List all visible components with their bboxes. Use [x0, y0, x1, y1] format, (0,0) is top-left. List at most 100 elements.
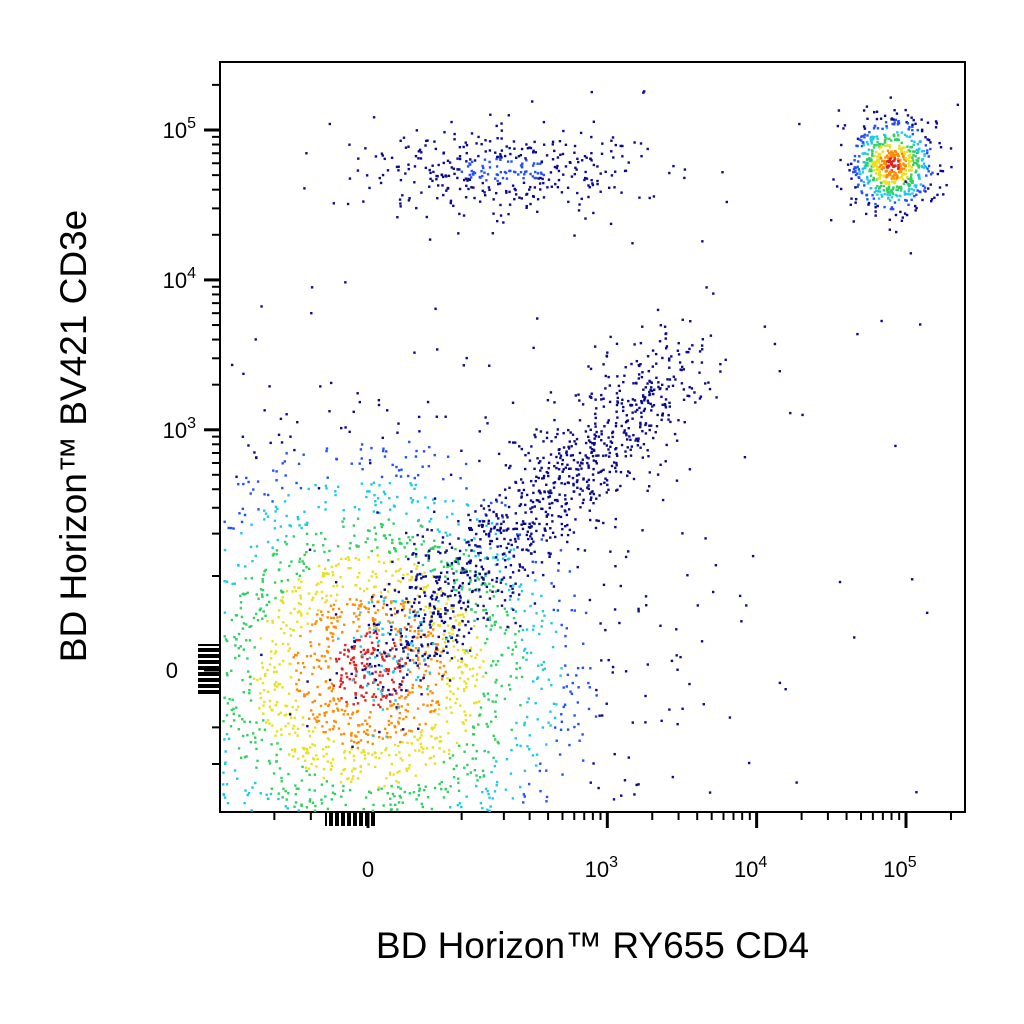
- event-dot: [260, 653, 263, 657]
- event-dot: [440, 594, 443, 597]
- event-dot: [458, 676, 462, 680]
- event-dot: [311, 623, 314, 626]
- event-dot: [519, 624, 522, 628]
- event-dot: [389, 649, 392, 652]
- event-dot: [231, 582, 234, 586]
- event-dot: [486, 572, 489, 575]
- event-dot: [454, 593, 457, 597]
- event-dot: [369, 791, 373, 795]
- event-dot: [446, 624, 450, 627]
- event-dot: [271, 546, 274, 549]
- event-dot: [289, 612, 293, 615]
- event-dot: [232, 707, 235, 711]
- event-dot: [355, 670, 358, 673]
- event-dot: [482, 692, 485, 695]
- event-dot: [886, 149, 890, 152]
- event-dot: [376, 608, 380, 612]
- event-dot: [446, 790, 450, 794]
- event-dot: [314, 532, 318, 536]
- event-dot: [307, 592, 311, 595]
- event-dot: [600, 430, 603, 433]
- event-dot: [467, 187, 470, 191]
- event-dot: [587, 707, 591, 711]
- event-dot: [258, 728, 261, 731]
- event-dot: [396, 611, 399, 614]
- event-dot: [494, 556, 498, 559]
- event-dot: [452, 585, 455, 589]
- event-dot: [430, 615, 433, 618]
- event-dot: [490, 501, 493, 505]
- event-dot: [337, 727, 341, 730]
- event-dot: [576, 486, 579, 489]
- event-dot: [224, 638, 228, 641]
- event-dot: [917, 166, 920, 169]
- event-dot: [517, 537, 520, 540]
- event-dot: [531, 680, 535, 683]
- event-dot: [497, 517, 500, 520]
- event-dot: [475, 673, 479, 676]
- event-dot: [446, 651, 449, 655]
- event-dot: [473, 769, 477, 772]
- event-dot: [385, 694, 389, 697]
- event-dot: [519, 744, 522, 748]
- event-dot: [519, 583, 523, 586]
- event-dot: [644, 432, 648, 435]
- event-dot: [878, 161, 881, 164]
- event-dot: [462, 648, 465, 652]
- event-dot: [360, 751, 363, 754]
- event-dot: [363, 676, 366, 679]
- event-dot: [864, 161, 867, 164]
- event-dot: [390, 721, 393, 725]
- event-dot: [295, 572, 299, 576]
- event-dot: [915, 148, 919, 152]
- event-dot: [556, 428, 560, 431]
- event-dot: [895, 230, 898, 234]
- event-dot: [446, 577, 450, 581]
- event-dot: [856, 165, 859, 169]
- event-dot: [393, 612, 397, 616]
- event-dot: [281, 659, 285, 663]
- event-dot: [397, 165, 400, 168]
- event-dot: [516, 546, 519, 549]
- event-dot: [357, 157, 360, 160]
- event-dot: [648, 424, 651, 427]
- event-dot: [380, 751, 383, 755]
- event-dot: [376, 554, 380, 557]
- event-dot: [299, 634, 302, 638]
- event-dot: [840, 143, 843, 147]
- event-dot: [642, 409, 646, 413]
- event-dot: [536, 676, 540, 679]
- event-dot: [320, 590, 324, 594]
- event-dot: [383, 597, 386, 600]
- event-dot: [593, 345, 597, 348]
- event-dot: [398, 664, 401, 668]
- event-dot: [426, 506, 430, 509]
- event-dot: [900, 152, 904, 155]
- event-dot: [933, 196, 936, 199]
- event-dot: [479, 551, 482, 555]
- event-dot: [397, 744, 400, 748]
- event-dot: [899, 158, 902, 162]
- event-dot: [904, 156, 908, 160]
- event-dot: [625, 438, 629, 441]
- event-dot: [585, 456, 589, 459]
- event-dot: [416, 610, 420, 614]
- event-dot: [353, 603, 356, 607]
- event-dot: [334, 720, 337, 724]
- event-dot: [334, 564, 338, 567]
- event-dot: [466, 773, 469, 776]
- event-dot: [436, 581, 439, 585]
- event-dot: [899, 164, 903, 168]
- event-dot: [872, 160, 876, 164]
- event-dot: [244, 577, 247, 580]
- event-dot: [457, 586, 461, 589]
- event-dot: [337, 637, 340, 640]
- event-dot: [672, 375, 676, 378]
- event-dot: [273, 652, 277, 655]
- event-dot: [280, 441, 284, 444]
- event-dot: [468, 668, 472, 671]
- event-dot: [317, 564, 321, 568]
- event-dot: [248, 675, 252, 679]
- event-dot: [381, 688, 384, 691]
- event-dot: [896, 138, 899, 141]
